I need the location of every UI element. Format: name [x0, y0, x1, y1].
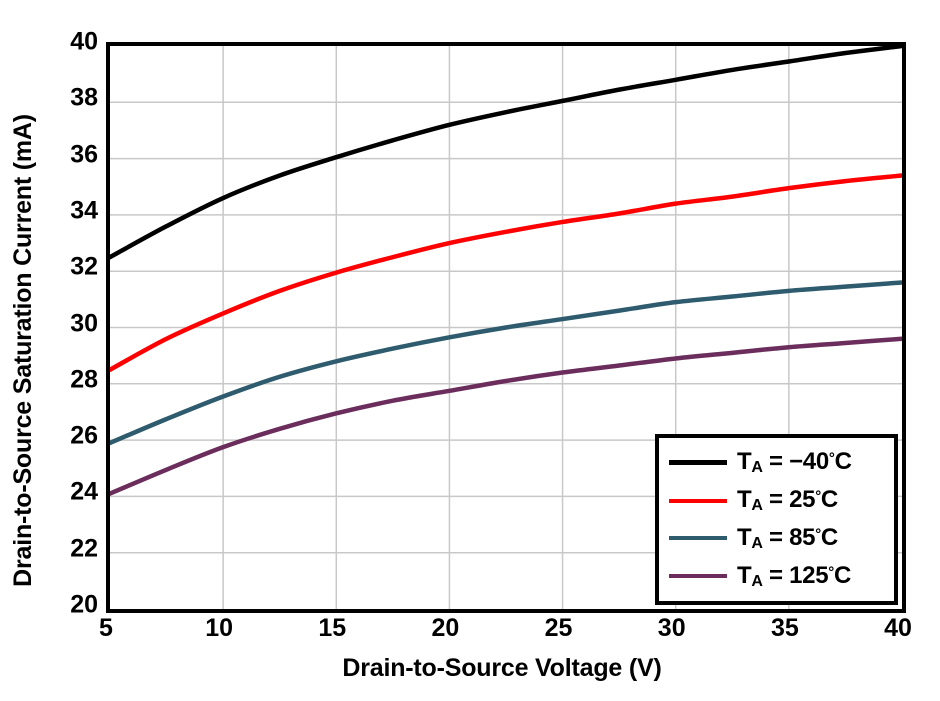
y-tick-label: 32 — [70, 252, 98, 281]
y-tick-label: 40 — [70, 27, 98, 56]
y-tick-label: 20 — [70, 590, 98, 619]
legend-item[interactable]: TA = 85°C — [669, 520, 886, 558]
y-tick-label: 22 — [70, 534, 98, 563]
legend-item-label: TA = 25°C — [737, 486, 838, 515]
y-tick-label: 24 — [70, 477, 98, 506]
series-line-0 — [110, 46, 902, 260]
y-tick-label: 36 — [70, 140, 98, 169]
legend-item-label: TA = 85°C — [737, 523, 838, 552]
series-line-2 — [110, 280, 902, 446]
x-axis-label: Drain-to-Source Voltage (V) — [342, 654, 662, 682]
x-tick-label: 10 — [205, 614, 234, 642]
y-tick-label: 38 — [70, 83, 98, 112]
legend-item[interactable]: TA = −40°C — [669, 444, 886, 482]
x-tick-label: 25 — [544, 614, 573, 642]
legend-color-swatch — [669, 536, 727, 541]
legend-color-swatch — [669, 498, 727, 503]
x-tick-label: 35 — [770, 614, 799, 642]
legend-color-swatch — [669, 574, 727, 579]
legend: TA = −40°C TA = 25°C TA = 85°C TA = 125°C — [655, 434, 898, 605]
legend-color-swatch — [669, 460, 727, 466]
x-tick-label: 20 — [431, 614, 460, 642]
plot-area — [106, 42, 906, 613]
y-tick-label: 30 — [70, 309, 98, 337]
legend-item-label: TA = 125°C — [737, 561, 851, 590]
x-tick-label: 15 — [318, 614, 347, 642]
y-tick-label: 28 — [70, 365, 98, 394]
legend-item[interactable]: TA = 125°C — [669, 557, 886, 595]
x-tick-label: 5 — [99, 614, 113, 642]
legend-item[interactable]: TA = 25°C — [669, 482, 886, 520]
series-line-3 — [110, 336, 902, 496]
y-tick-label: 34 — [70, 196, 98, 225]
y-axis-tick-labels: 20 22 24 26 28 30 32 34 36 38 40 — [40, 0, 98, 701]
legend-item-label: TA = −40°C — [737, 448, 852, 477]
x-tick-label: 40 — [884, 614, 912, 642]
x-tick-label: 30 — [657, 614, 686, 642]
x-axis-tick-labels: 5 10 15 20 25 30 35 40 — [0, 616, 940, 650]
y-tick-label: 26 — [70, 421, 98, 450]
series-line-1 — [110, 173, 902, 372]
